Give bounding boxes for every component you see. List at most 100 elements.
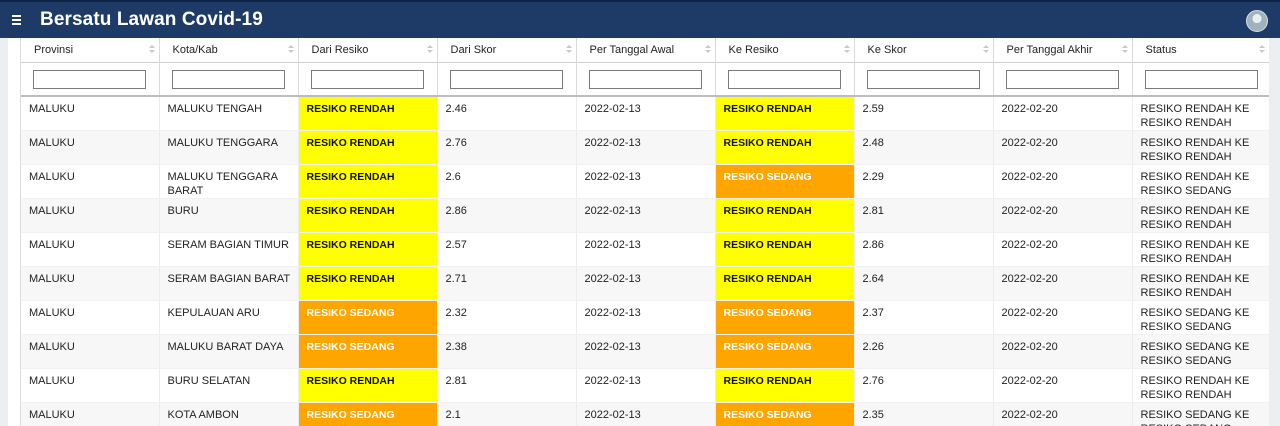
cell-tgl-awal: 2022-02-13 [576, 198, 716, 233]
table-row[interactable]: MALUKU BURU RESIKO RENDAH 2.86 2022-02-13 RES… [21, 198, 1269, 233]
column-header-label: Ke Resiko [728, 43, 779, 56]
column-header-ke-resiko[interactable]: Ke Resiko [715, 38, 855, 62]
cell-kota: BURU SELATAN [159, 368, 299, 403]
cell-dari-skor: 2.38 [437, 334, 577, 369]
column-header-status[interactable]: Status [1132, 38, 1269, 62]
app-title: Bersatu Lawan Covid-19 [40, 9, 263, 30]
column-header-provinsi[interactable]: Provinsi [21, 38, 160, 62]
cell-dari-skor: 2.46 [437, 96, 577, 131]
cell-tgl-awal: 2022-02-13 [576, 130, 716, 165]
cell-kota: BURU [159, 198, 299, 233]
cell-dari-resiko: RESIKO RENDAH [298, 368, 438, 403]
cell-status: RESIKO SEDANG KE RESIKO SEDANG [1132, 300, 1269, 335]
cell-ke-skor: 2.35 [854, 402, 994, 426]
column-header-dari-resiko[interactable]: Dari Resiko [298, 38, 438, 62]
sort-icon[interactable] [426, 45, 433, 55]
cell-tgl-awal: 2022-02-13 [576, 164, 716, 199]
cell-dari-resiko: RESIKO SEDANG [298, 402, 438, 426]
filter-cell [298, 61, 438, 97]
cell-provinsi: MALUKU [21, 334, 160, 369]
risk-table: Provinsi Kota/Kab Dari Resiko Dari Skor Per … [21, 38, 1269, 426]
cell-kota: MALUKU TENGGARA BARAT [159, 164, 299, 199]
table-body: MALUKU MALUKU TENGAH RESIKO RENDAH 2.46 2022… [21, 96, 1269, 426]
table-row[interactable]: MALUKU MALUKU TENGGARA BARAT RESIKO RENDAH… [21, 164, 1269, 199]
table-row[interactable]: MALUKU MALUKU TENGAH RESIKO RENDAH 2.46 2022… [21, 96, 1269, 131]
cell-tgl-awal: 2022-02-13 [576, 232, 716, 267]
filter-input-per-tanggal-akhir[interactable] [1005, 69, 1119, 89]
cell-dari-resiko: RESIKO RENDAH [298, 232, 438, 267]
cell-ke-skor: 2.26 [854, 334, 994, 369]
filter-cell [854, 61, 994, 97]
filter-cell [1132, 61, 1269, 97]
hamburger-menu-icon[interactable] [2, 2, 30, 38]
cell-provinsi: MALUKU [21, 198, 160, 233]
filter-input-provinsi[interactable] [33, 69, 146, 89]
table-row[interactable]: MALUKU SERAM BAGIAN BARAT RESIKO RENDAH 2.7… [21, 266, 1269, 301]
cell-dari-skor: 2.1 [437, 402, 577, 426]
sort-icon[interactable] [148, 45, 155, 55]
cell-dari-resiko: RESIKO RENDAH [298, 164, 438, 199]
cell-status: RESIKO RENDAH KE RESIKO RENDAH [1132, 232, 1269, 267]
table-row[interactable]: MALUKU KOTA AMBON RESIKO SEDANG 2.1 2022-02-… [21, 402, 1269, 426]
column-header-per-tanggal-awal[interactable]: Per Tanggal Awal [576, 38, 716, 62]
cell-tgl-akhir: 2022-02-20 [993, 334, 1133, 369]
cell-status: RESIKO RENDAH KE RESIKO RENDAH [1132, 368, 1269, 403]
cell-dari-skor: 2.86 [437, 198, 577, 233]
filter-input-per-tanggal-awal[interactable] [588, 69, 702, 89]
cell-tgl-akhir: 2022-02-20 [993, 368, 1133, 403]
cell-ke-resiko: RESIKO RENDAH [715, 232, 855, 267]
cell-kota: SERAM BAGIAN BARAT [159, 266, 299, 301]
column-header-dari-skor[interactable]: Dari Skor [437, 38, 577, 62]
table-row[interactable]: MALUKU MALUKU TENGGARA RESIKO RENDAH 2.76 20… [21, 130, 1269, 165]
cell-ke-skor: 2.81 [854, 198, 994, 233]
filter-input-kota-kab[interactable] [171, 69, 285, 89]
cell-dari-resiko: RESIKO RENDAH [298, 266, 438, 301]
top-app-bar: Bersatu Lawan Covid-19 [0, 0, 1280, 38]
cell-ke-skor: 2.59 [854, 96, 994, 131]
cell-provinsi: MALUKU [21, 266, 160, 301]
filter-input-ke-skor[interactable] [866, 69, 980, 89]
cell-provinsi: MALUKU [21, 164, 160, 199]
cell-ke-resiko: RESIKO RENDAH [715, 96, 855, 131]
cell-tgl-akhir: 2022-02-20 [993, 130, 1133, 165]
cell-ke-skor: 2.76 [854, 368, 994, 403]
table-row[interactable]: MALUKU MALUKU BARAT DAYA RESIKO SEDANG 2.38… [21, 334, 1269, 369]
sort-icon[interactable] [704, 45, 711, 55]
filter-cell [576, 61, 716, 97]
table-row[interactable]: MALUKU KEPULAUAN ARU RESIKO SEDANG 2.32 2022… [21, 300, 1269, 335]
sort-icon[interactable] [565, 45, 572, 55]
column-header-kota-kab[interactable]: Kota/Kab [159, 38, 299, 62]
filter-input-ke-resiko[interactable] [727, 69, 841, 89]
filter-input-status[interactable] [1144, 69, 1258, 89]
sort-icon[interactable] [1121, 45, 1128, 55]
cell-tgl-awal: 2022-02-13 [576, 402, 716, 426]
cell-kota: MALUKU TENGGARA [159, 130, 299, 165]
sort-icon[interactable] [982, 45, 989, 55]
filter-input-dari-resiko[interactable] [310, 69, 424, 89]
sort-icon[interactable] [287, 45, 294, 55]
cell-dari-resiko: RESIKO RENDAH [298, 130, 438, 165]
cell-tgl-akhir: 2022-02-20 [993, 266, 1133, 301]
cell-ke-resiko: RESIKO RENDAH [715, 198, 855, 233]
cell-ke-skor: 2.64 [854, 266, 994, 301]
column-header-label: Per Tanggal Akhir [1006, 43, 1093, 56]
user-avatar[interactable] [1246, 10, 1268, 32]
table-row[interactable]: MALUKU BURU SELATAN RESIKO RENDAH 2.81 2022-… [21, 368, 1269, 403]
column-header-per-tanggal-akhir[interactable]: Per Tanggal Akhir [993, 38, 1133, 62]
risk-table-panel: Provinsi Kota/Kab Dari Resiko Dari Skor Per … [21, 38, 1269, 426]
cell-tgl-akhir: 2022-02-20 [993, 232, 1133, 267]
cell-ke-skor: 2.48 [854, 130, 994, 165]
cell-tgl-akhir: 2022-02-20 [993, 198, 1133, 233]
sort-icon[interactable] [843, 45, 850, 55]
cell-provinsi: MALUKU [21, 368, 160, 403]
column-header-label: Dari Skor [450, 43, 497, 56]
column-header-ke-skor[interactable]: Ke Skor [854, 38, 994, 62]
sort-icon[interactable] [1258, 45, 1265, 55]
filter-input-dari-skor[interactable] [449, 69, 563, 89]
cell-status: RESIKO SEDANG KE RESIKO SEDANG [1132, 334, 1269, 369]
cell-dari-skor: 2.32 [437, 300, 577, 335]
cell-dari-skor: 2.6 [437, 164, 577, 199]
cell-provinsi: MALUKU [21, 130, 160, 165]
cell-tgl-awal: 2022-02-13 [576, 300, 716, 335]
table-row[interactable]: MALUKU SERAM BAGIAN TIMUR RESIKO RENDAH 2.5… [21, 232, 1269, 267]
